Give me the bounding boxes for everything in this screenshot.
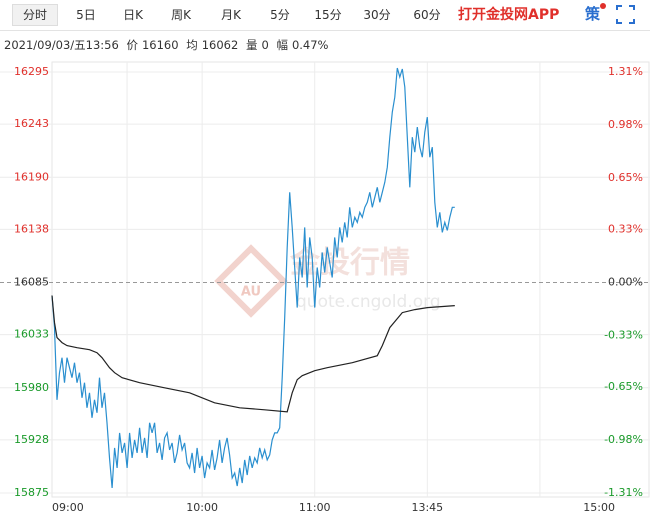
- volume: 0: [261, 38, 269, 52]
- y-tick-label: 15980: [14, 381, 49, 394]
- label: 量: [245, 38, 258, 52]
- toolbar-icons: [600, 3, 635, 24]
- tab[interactable]: 15分: [314, 8, 342, 22]
- x-tick-label: 13:45: [411, 501, 443, 514]
- fullscreen-icon[interactable]: [616, 5, 635, 24]
- y2-tick-label: -1.31%: [604, 486, 643, 499]
- y2-tick-label: 0.98%: [608, 118, 643, 131]
- y-tick-label: 16085: [14, 276, 49, 289]
- series-line: [51, 295, 455, 413]
- tab[interactable]: 月K: [221, 8, 241, 22]
- tab[interactable]: 分时: [12, 4, 58, 26]
- notice-dot: [600, 3, 606, 9]
- label: 均: [186, 38, 198, 52]
- y-tick-label: 16138: [14, 222, 49, 235]
- x-tick-label: 11:00: [299, 501, 331, 514]
- strategy-button[interactable]: 策: [585, 5, 601, 23]
- y2-tick-label: 0.00%: [608, 276, 643, 289]
- tab[interactable]: 5分: [270, 8, 290, 22]
- y2-tick-label: -0.98%: [604, 433, 643, 446]
- y-tick-label: 16033: [14, 328, 49, 341]
- y2-tick-label: -0.33%: [604, 329, 643, 342]
- tab[interactable]: 30分: [363, 8, 391, 22]
- datetime: 2021/09/03/五13:56: [4, 38, 119, 52]
- tab[interactable]: 60分: [413, 8, 441, 22]
- tab[interactable]: 周K: [171, 8, 191, 22]
- y2-tick-label: 0.33%: [608, 222, 643, 235]
- watermark-url: quote.cngold.org: [296, 292, 441, 312]
- y-tick-label: 16295: [14, 65, 49, 78]
- plot-frame: [51, 61, 650, 498]
- toolbar: 分时 5日 日K 周K 月K 5分 15分 30分 60分 打开金投网APP 策: [0, 0, 650, 31]
- x-tick-label: 10:00: [186, 501, 218, 514]
- price: 16160: [141, 38, 179, 52]
- label: 价: [126, 38, 138, 52]
- watermark-logo-text: AU: [241, 285, 261, 300]
- y-tick-label: 15875: [14, 486, 49, 499]
- y-tick-label: 16190: [14, 170, 49, 183]
- watermark: AU 金投行情 quote.cngold.org: [214, 244, 441, 318]
- app-link[interactable]: 打开金投网APP: [458, 7, 560, 23]
- tab[interactable]: 5日: [76, 8, 96, 22]
- label: 幅: [276, 38, 288, 52]
- y-tick-label: 16243: [14, 117, 49, 130]
- series-line: [51, 67, 455, 489]
- y2-tick-label: -0.65%: [604, 380, 643, 393]
- y-tick-label: 15928: [14, 433, 49, 446]
- range: 0.47%: [291, 38, 329, 52]
- avg: 16062: [201, 38, 239, 52]
- y2-tick-label: 0.65%: [608, 171, 643, 184]
- x-tick-label: 15:00: [583, 501, 615, 514]
- y2-tick-label: 1.31%: [608, 65, 643, 78]
- watermark-logo: [214, 244, 288, 318]
- x-tick-label: 09:00: [52, 501, 84, 514]
- tab[interactable]: 日K: [123, 8, 143, 22]
